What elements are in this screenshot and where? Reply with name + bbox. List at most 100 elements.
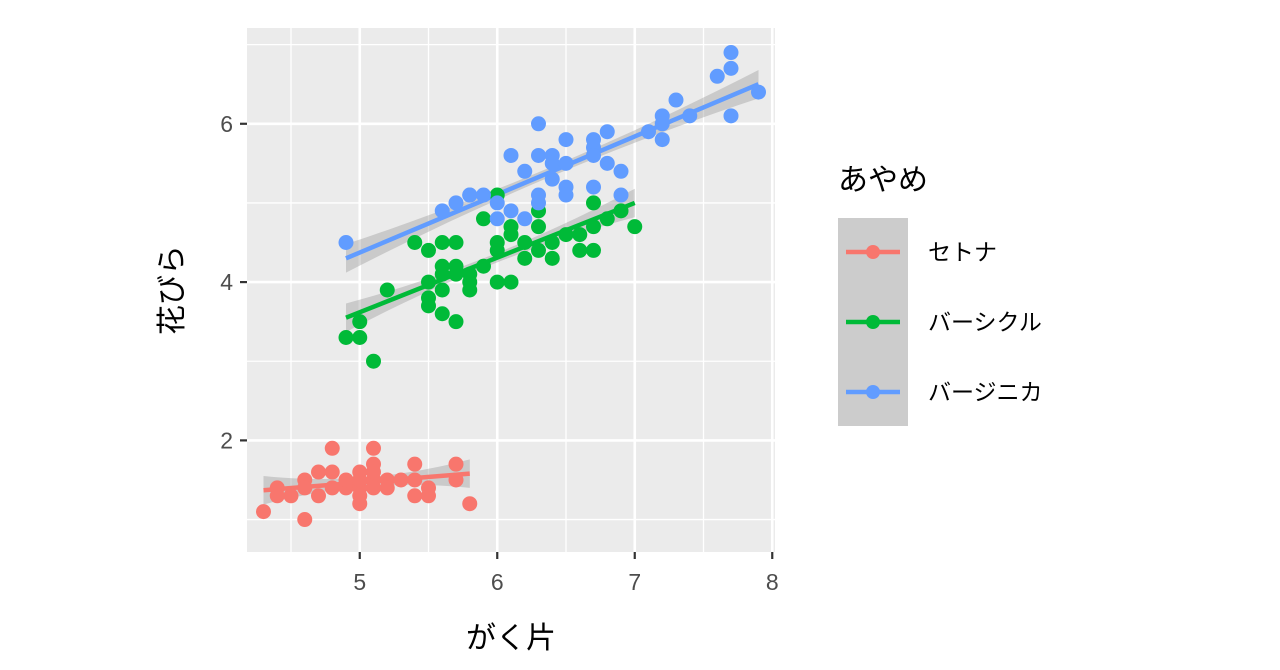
data-point (324, 464, 340, 480)
data-point (489, 242, 505, 258)
data-point (586, 132, 601, 148)
data-point (407, 488, 423, 504)
data-point (544, 171, 560, 187)
data-point (476, 187, 491, 203)
data-point (448, 235, 464, 251)
data-point (627, 219, 643, 235)
data-point (352, 314, 368, 330)
data-point (352, 488, 368, 504)
data-point (448, 456, 464, 472)
y-tick-label: 2 (220, 427, 233, 453)
data-point (503, 227, 519, 243)
x-tick-label: 7 (628, 569, 641, 595)
data-point (256, 504, 271, 520)
data-point (531, 195, 546, 211)
data-point (434, 266, 450, 282)
data-point (366, 464, 381, 480)
fit-line (345, 200, 636, 320)
data-point (297, 480, 313, 496)
data-point (599, 211, 615, 227)
data-point (448, 314, 464, 330)
data-point (434, 306, 450, 322)
data-point (558, 227, 574, 243)
y-axis-title: 花びら (155, 245, 190, 335)
data-point (572, 227, 588, 243)
data-point (379, 480, 395, 496)
data-point (462, 282, 478, 298)
x-axis-title: がく片 (466, 621, 556, 656)
data-point (434, 235, 450, 251)
data-point (709, 68, 725, 84)
data-point (352, 472, 368, 488)
data-point (269, 488, 285, 504)
data-point (723, 60, 739, 76)
data-point (586, 219, 601, 235)
data-point (324, 440, 340, 456)
y-tick-label: 6 (220, 111, 233, 137)
legend-keys (846, 245, 900, 399)
data-point (338, 329, 354, 345)
data-points (256, 45, 766, 528)
data-point (407, 235, 423, 251)
legend-title: あやめ (838, 163, 928, 198)
data-point (311, 488, 326, 504)
legend-label-setosa: セトナ (928, 240, 997, 266)
legend-label-versicolor: バーシクル (928, 310, 1042, 336)
data-point (531, 116, 546, 132)
data-point (489, 211, 505, 227)
data-point (723, 45, 739, 61)
legend-key-point (866, 245, 880, 259)
data-point (503, 274, 519, 290)
data-point (517, 250, 533, 266)
data-point (448, 472, 464, 488)
data-point (531, 219, 546, 235)
x-tick-label: 5 (353, 569, 366, 595)
legend-label-virginica: バージニカ (928, 380, 1043, 406)
data-point (531, 242, 546, 258)
data-point (434, 203, 450, 219)
data-point (586, 179, 601, 195)
data-point (558, 155, 574, 171)
data-point (324, 480, 340, 496)
data-point (599, 124, 615, 140)
data-point (682, 108, 698, 124)
x-tick-label: 8 (766, 569, 779, 595)
data-point (352, 329, 368, 345)
data-point (434, 282, 450, 298)
legend: あやめ セトナ バーシクル バージニカ (838, 163, 1043, 426)
data-point (613, 203, 629, 219)
data-point (641, 124, 656, 140)
data-point (517, 211, 533, 227)
data-point (476, 211, 491, 227)
data-point (613, 187, 629, 203)
data-point (338, 235, 354, 251)
data-point (613, 163, 629, 179)
data-point (503, 203, 519, 219)
data-point (751, 84, 766, 100)
data-point (366, 480, 381, 496)
data-point (654, 116, 670, 132)
data-point (421, 274, 436, 290)
data-point (544, 155, 560, 171)
data-point (297, 512, 313, 528)
data-point (489, 274, 505, 290)
x-tick-label: 6 (491, 569, 504, 595)
data-point (503, 147, 519, 163)
data-point (586, 147, 601, 163)
data-point (393, 472, 409, 488)
data-point (668, 92, 684, 108)
data-point (338, 472, 354, 488)
data-point (489, 195, 505, 211)
data-point (448, 266, 464, 282)
data-point (654, 132, 670, 148)
data-point (448, 195, 464, 211)
data-point (599, 155, 615, 171)
data-point (421, 488, 436, 504)
data-point (407, 472, 423, 488)
data-point (723, 108, 739, 124)
data-point (366, 440, 381, 456)
data-point (283, 488, 299, 504)
y-tick-label: 4 (220, 269, 233, 295)
data-point (517, 235, 533, 251)
